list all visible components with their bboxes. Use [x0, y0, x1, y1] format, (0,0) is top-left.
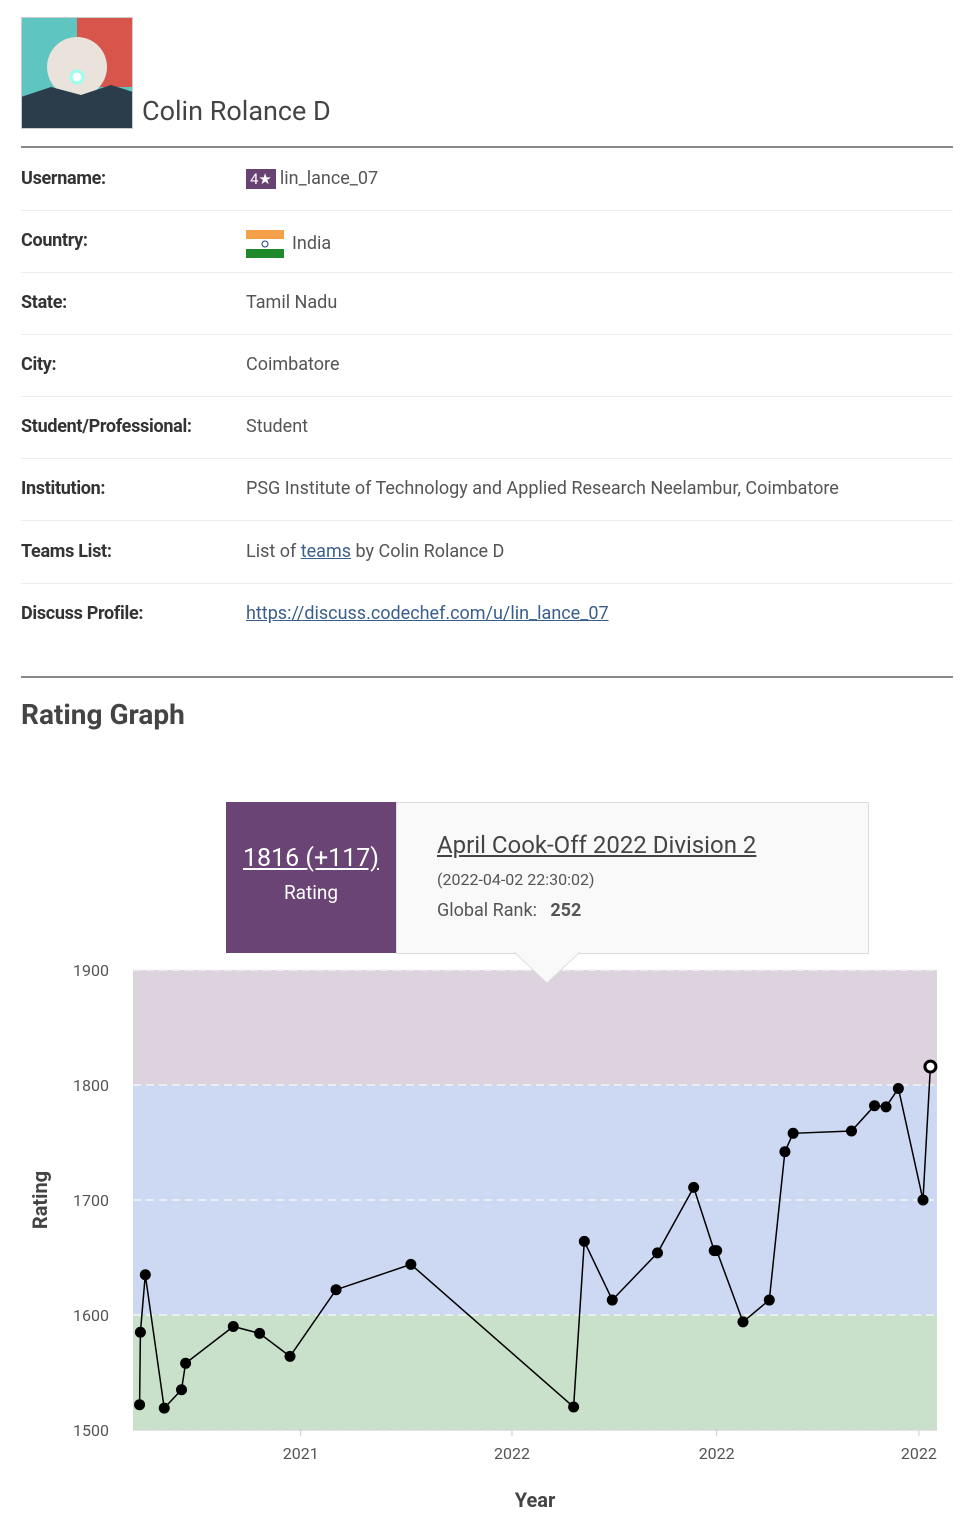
y-tick-label: 1800	[73, 1076, 109, 1095]
rating-band	[133, 970, 937, 1085]
rating-point	[134, 1399, 146, 1411]
detail-value: Student	[246, 416, 309, 437]
rating-point	[688, 1181, 700, 1193]
rating-point	[134, 1326, 146, 1338]
detail-label: State:	[21, 292, 67, 313]
rating-point	[284, 1350, 296, 1362]
rating-point	[711, 1245, 723, 1257]
username: lin_lance_07	[279, 168, 379, 189]
detail-row: Teams List: List of teams by Colin Rolan…	[21, 521, 953, 584]
star-badge: 4★	[246, 169, 276, 189]
contest-date: (2022-04-02 22:30:02)	[437, 870, 595, 889]
detail-label: Teams List:	[21, 541, 112, 562]
y-tick-label: 1500	[73, 1421, 109, 1440]
rating-point	[176, 1384, 188, 1396]
rating-point	[158, 1402, 170, 1414]
x-tick-label: 2022	[901, 1444, 937, 1463]
rating-point	[737, 1316, 749, 1328]
rating-point	[578, 1235, 590, 1247]
detail-row: State: Tamil Nadu	[21, 272, 953, 335]
detail-value: Tamil Nadu	[246, 292, 338, 313]
rating-point	[651, 1247, 663, 1259]
detail-label: City:	[21, 354, 57, 375]
tooltip-arrow	[513, 952, 581, 984]
rating-point	[227, 1321, 239, 1332]
rating-point	[923, 1059, 938, 1074]
y-tick-label: 1600	[73, 1306, 109, 1325]
rating-point	[606, 1294, 618, 1306]
detail-value: India	[246, 230, 331, 258]
profile-name: Colin Rolance D	[142, 95, 331, 127]
detail-row: Institution: PSG Institute of Technology…	[21, 458, 953, 521]
rating-point	[254, 1327, 266, 1339]
y-tick-label: 1700	[73, 1191, 109, 1210]
detail-row: Country: India	[21, 210, 953, 273]
flag	[246, 230, 284, 258]
rating-point	[869, 1100, 881, 1112]
section-title: Rating Graph	[21, 698, 185, 731]
tooltip-rating-label: Rating	[283, 881, 339, 904]
rating-point	[892, 1082, 904, 1094]
detail-value: PSG Institute of Technology and Applied …	[246, 478, 839, 499]
text: by Colin Rolance D	[355, 541, 505, 562]
rating-point	[763, 1294, 775, 1306]
rating-point	[180, 1357, 192, 1369]
rating-point	[846, 1125, 858, 1137]
x-tick-label: 2022	[699, 1444, 735, 1463]
rating-point	[139, 1269, 151, 1281]
y-tick-label: 1900	[73, 961, 109, 980]
detail-row: Student/Professional: Student	[21, 396, 953, 459]
avatar	[21, 17, 133, 129]
detail-label: Username:	[21, 168, 106, 189]
tooltip-rating-value: 1816 (+117)	[243, 844, 379, 873]
detail-value: https://discuss.codechef.com/u/lin_lance…	[246, 603, 609, 624]
detail-row: Username: 4★ lin_lance_07	[21, 148, 953, 211]
country: India	[292, 232, 332, 254]
tooltip-rating: 1816 (+117) Rating	[226, 802, 396, 953]
rating-point	[880, 1101, 892, 1113]
detail-label: Discuss Profile:	[21, 603, 144, 624]
detail-value: 4★ lin_lance_07	[246, 168, 378, 189]
discuss-link[interactable]: https://discuss.codechef.com/u/lin_lance…	[246, 603, 609, 624]
detail-label: Student/Professional:	[21, 416, 192, 437]
rating-point	[568, 1401, 580, 1413]
x-axis-label: Year	[515, 1488, 556, 1512]
rank-label: Global Rank:	[437, 900, 537, 921]
divider	[21, 676, 953, 678]
contest-name[interactable]: April Cook-Off 2022 Division 2	[437, 831, 757, 859]
detail-value: Coimbatore	[246, 354, 340, 375]
teams-link[interactable]: teams	[300, 541, 352, 562]
divider	[21, 146, 953, 148]
rating-chart: 1500 1600 1700 1800 1900 2021 2022 2022 2022 Year…	[28, 961, 938, 1512]
rating-point	[779, 1146, 791, 1158]
y-axis-label: Rating	[28, 1171, 52, 1229]
detail-row: City: Coimbatore	[21, 334, 953, 397]
detail-label: Institution:	[21, 478, 106, 499]
x-tick-label: 2022	[494, 1444, 530, 1463]
tooltip-contest: April Cook-Off 2022 Division 2 (2022-04-…	[396, 802, 869, 954]
detail-row: Discuss Profile: https://discuss.codeche…	[21, 583, 953, 645]
rating-point	[917, 1194, 929, 1206]
rating-point	[787, 1127, 799, 1139]
rank-value: 252	[550, 900, 582, 921]
global-rank: Global Rank: 252	[437, 900, 581, 921]
detail-value: List of teams by Colin Rolance D	[246, 541, 504, 562]
rating-line	[138, 1066, 932, 1410]
rating-point	[405, 1258, 417, 1270]
x-tick-label: 2021	[283, 1444, 319, 1463]
detail-label: Country:	[21, 230, 88, 251]
rating-point	[330, 1284, 342, 1296]
text: List of	[246, 541, 297, 562]
